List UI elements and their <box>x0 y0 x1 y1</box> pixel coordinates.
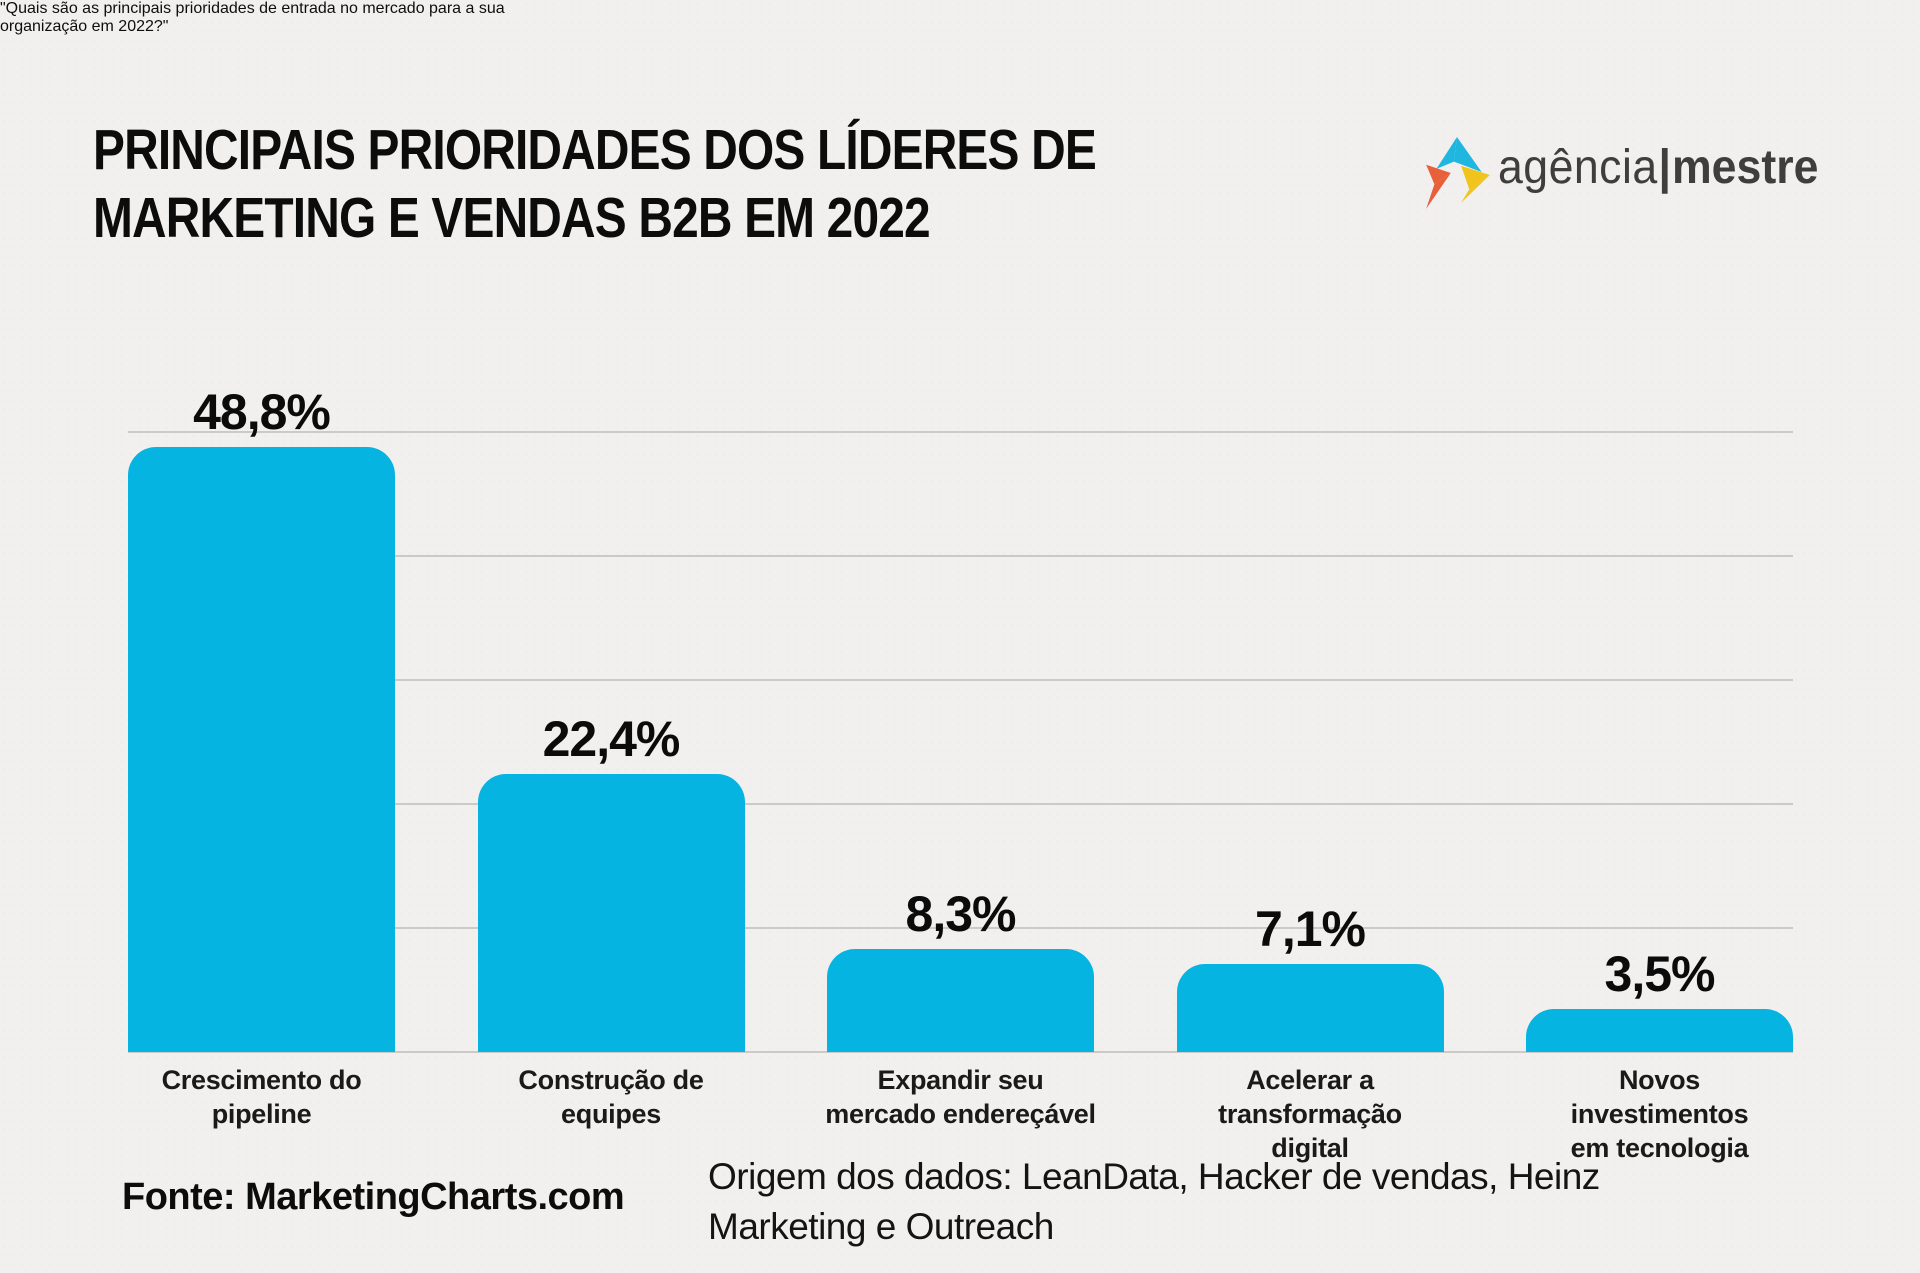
bar-5 <box>1526 1008 1793 1052</box>
brand-pinwheel-icon <box>1426 137 1490 209</box>
bar-value-label-3: 8,3% <box>905 886 1017 943</box>
brand-wordmark: agência|mestre <box>1498 140 1818 195</box>
bar-category-line: digital <box>1271 1133 1349 1163</box>
page-title-line1: PRINCIPAIS PRIORIDADES DOS LÍDERES DE <box>93 118 1097 182</box>
page-title-line2: MARKETING E VENDAS B2B EM 2022 <box>93 186 931 250</box>
bar-2 <box>477 774 745 1052</box>
gridline-10pct <box>128 927 1793 929</box>
subtitle-line1: "Quais são as principais prioridades de … <box>0 0 505 17</box>
bar-category-line: equipes <box>561 1099 661 1129</box>
footer-data-origin-line1: Origem dos dados: LeanData, Hacker de ve… <box>708 1156 1600 1197</box>
bar-category-line: Expandir seu <box>877 1065 1044 1095</box>
brand-logo: agência|mestre <box>1425 134 1845 214</box>
footer-data-origin: Origem dos dados: LeanData, Hacker de ve… <box>708 1152 1600 1252</box>
bar-value-label-2: 22,4% <box>542 711 681 768</box>
subtitle-line2: organização em 2022?" <box>0 18 169 35</box>
bar-3 <box>827 949 1094 1052</box>
bar-category-line: Crescimento do <box>161 1065 362 1095</box>
gridline-40pct <box>128 555 1793 557</box>
gridline-20pct <box>128 803 1793 805</box>
bar-category-label-4: Acelerar a transformação digital <box>1130 1063 1490 1165</box>
bar-category-line: em tecnologia <box>1570 1133 1749 1163</box>
bar-value-label-1: 48,8% <box>193 383 331 440</box>
bar-value-label-5: 3,5% <box>1604 945 1716 1002</box>
bar-category-line: Construção de <box>518 1065 704 1095</box>
bar-category-line: pipeline <box>211 1099 312 1129</box>
bar-category-label-1: Crescimento do pipeline <box>82 1063 442 1131</box>
gridline-50pct <box>128 431 1793 433</box>
gridline-0pct <box>128 1051 1793 1053</box>
bar-category-line: Novos <box>1618 1065 1701 1095</box>
bar-value-label-4: 7,1% <box>1255 900 1366 957</box>
bar-1 <box>128 446 395 1052</box>
gridline-30pct <box>128 679 1793 681</box>
footer-source: Fonte: MarketingCharts.com <box>122 1176 625 1218</box>
bar-category-line: Acelerar a <box>1246 1065 1374 1095</box>
brand-name-bold: mestre <box>1671 141 1819 194</box>
bar-category-label-2: Construção de equipes <box>431 1063 791 1131</box>
bar-category-line: transformação <box>1218 1099 1402 1129</box>
bar-4 <box>1176 963 1444 1052</box>
footer-data-origin-line2: Marketing e Outreach <box>708 1206 1054 1247</box>
bar-category-label-5: Novos investimentos em tecnologia <box>1480 1063 1840 1165</box>
page-title: PRINCIPAIS PRIORIDADES DOS LÍDERES DE MA… <box>93 116 1097 252</box>
brand-name-light: agência <box>1498 141 1658 194</box>
bar-category-line: mercado endereçável <box>825 1099 1096 1129</box>
bar-category-line: investimentos <box>1570 1099 1749 1129</box>
brand-separator: | <box>1658 141 1672 194</box>
bar-category-label-3: Expandir seu mercado endereçável <box>781 1063 1141 1131</box>
